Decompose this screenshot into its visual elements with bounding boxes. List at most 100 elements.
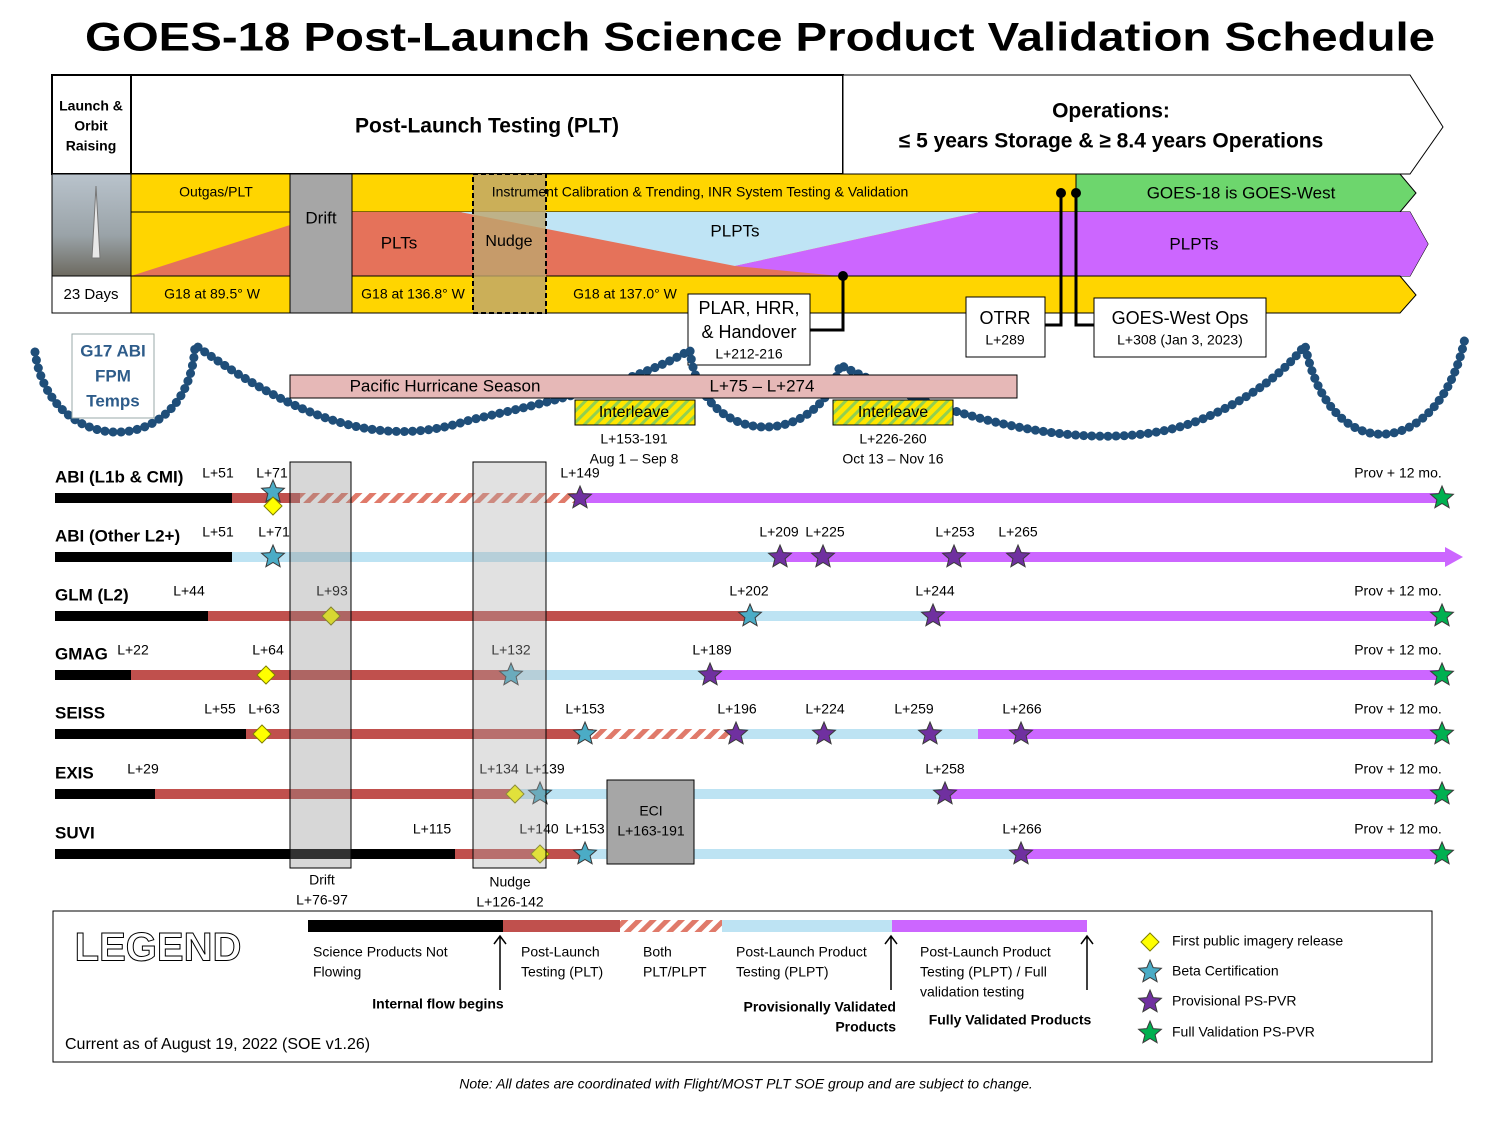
timeline-segment	[232, 552, 780, 562]
timeline-segment	[55, 729, 246, 739]
label: Both	[643, 944, 672, 960]
timeline-segment	[735, 729, 978, 739]
milestone-label: L+259	[894, 701, 934, 717]
plpt-purple	[735, 212, 1428, 276]
label: Interleave	[599, 404, 669, 421]
label: L+212-216	[715, 346, 783, 362]
star	[810, 543, 836, 568]
star	[572, 840, 598, 865]
milestone-label: L+149	[560, 465, 600, 481]
label: FPM	[95, 366, 131, 385]
timeline-segment	[933, 611, 1442, 621]
rocket-photo	[51, 173, 132, 277]
label: Beta Certification	[1172, 963, 1279, 979]
product-name: SEISS	[55, 703, 105, 722]
star	[1137, 988, 1163, 1013]
milestone-label: L+64	[252, 642, 284, 658]
milestone-box	[1093, 297, 1267, 358]
window-box	[606, 779, 695, 865]
timeline-segment	[1021, 849, 1442, 859]
milestone-label: L+189	[692, 642, 732, 658]
milestone-label: L+209	[759, 524, 799, 540]
nudge-band	[472, 173, 547, 314]
timeline-segment	[55, 611, 208, 621]
milestone-label: L+253	[935, 524, 975, 540]
label: Operations:	[1052, 100, 1170, 123]
milestone-box	[687, 293, 811, 366]
star	[260, 543, 286, 568]
star	[1005, 543, 1031, 568]
note: Note: All dates are coordinated with Fli…	[459, 1076, 1033, 1092]
label: PLPTs	[1169, 234, 1218, 253]
label: Orbit	[74, 118, 108, 134]
label: G18 at 136.8° W	[361, 286, 465, 302]
diamond	[1140, 932, 1160, 952]
label: Aug 1 – Sep 8	[590, 451, 679, 467]
star	[572, 720, 598, 745]
plpt-blue	[460, 212, 980, 266]
timeline-segment	[978, 729, 1442, 739]
label: First public imagery release	[1172, 933, 1343, 949]
label: Post-Launch Product	[736, 944, 867, 960]
milestone-label: L+22	[117, 642, 149, 658]
star	[932, 780, 958, 805]
legend-swatch	[722, 920, 892, 932]
label: GOES-18 is GOES-West	[1147, 183, 1336, 202]
timeline-segment	[710, 670, 1442, 680]
timeline-segment	[511, 670, 710, 680]
milestone-label: Prov + 12 mo.	[1354, 465, 1442, 481]
timeline-segment	[578, 493, 1442, 503]
star	[498, 661, 524, 686]
label: PLTs	[381, 233, 418, 252]
star	[1137, 1019, 1163, 1044]
timeline-segment	[208, 611, 750, 621]
label: Post-Launch	[521, 944, 600, 960]
milestone-label: L+115	[413, 821, 451, 837]
milestone-label: L+134	[479, 761, 519, 777]
plt-box	[130, 74, 844, 175]
title: GOES-18 Post-Launch Science Product Vali…	[85, 16, 1435, 60]
legend-title: LEGEND	[75, 926, 242, 970]
band-yellow	[130, 173, 1077, 213]
milestone-label: Prov + 12 mo.	[1354, 821, 1442, 837]
star	[1008, 840, 1034, 865]
interleave-box	[574, 399, 696, 426]
star	[1429, 720, 1455, 745]
star	[723, 720, 749, 745]
star	[1008, 720, 1034, 745]
window-box	[472, 461, 547, 869]
milestone-label: L+55	[204, 701, 236, 717]
label: Testing (PLT)	[521, 964, 603, 980]
label: Provisional PS-PVR	[1172, 993, 1297, 1009]
timeline-segment	[585, 729, 735, 739]
milestone-label: L+139	[525, 761, 565, 777]
label: 23 Days	[63, 286, 118, 303]
milestone-label: L+258	[925, 761, 965, 777]
label: G18 at 89.5° W	[164, 286, 261, 302]
label: GOES-West Ops	[1112, 308, 1249, 328]
label: Drift	[305, 208, 336, 227]
diamond	[505, 784, 525, 804]
temperature-chain	[30, 333, 1470, 441]
star	[697, 661, 723, 686]
milestone-label: L+153	[565, 701, 605, 717]
timeline-segment	[455, 849, 585, 859]
star	[737, 602, 763, 627]
label: Drift	[309, 872, 335, 888]
diamond	[252, 724, 272, 744]
label: Full Validation PS-PVR	[1172, 1024, 1315, 1040]
milestone-label: L+202	[729, 583, 769, 599]
product-name: GLM (L2)	[55, 585, 129, 604]
milestone-box	[965, 296, 1046, 358]
label: Post-Launch Product	[920, 944, 1051, 960]
legend-swatch	[892, 920, 1087, 932]
star	[920, 602, 946, 627]
label: L+126-142	[476, 894, 544, 910]
label: Current as of August 19, 2022 (SOE v1.26…	[65, 1036, 370, 1053]
legend-arrow	[884, 934, 898, 990]
star	[567, 484, 593, 509]
connector-dot	[1071, 188, 1081, 198]
label: G18 at 137.0° W	[573, 286, 677, 302]
legend-swatch	[503, 920, 620, 932]
